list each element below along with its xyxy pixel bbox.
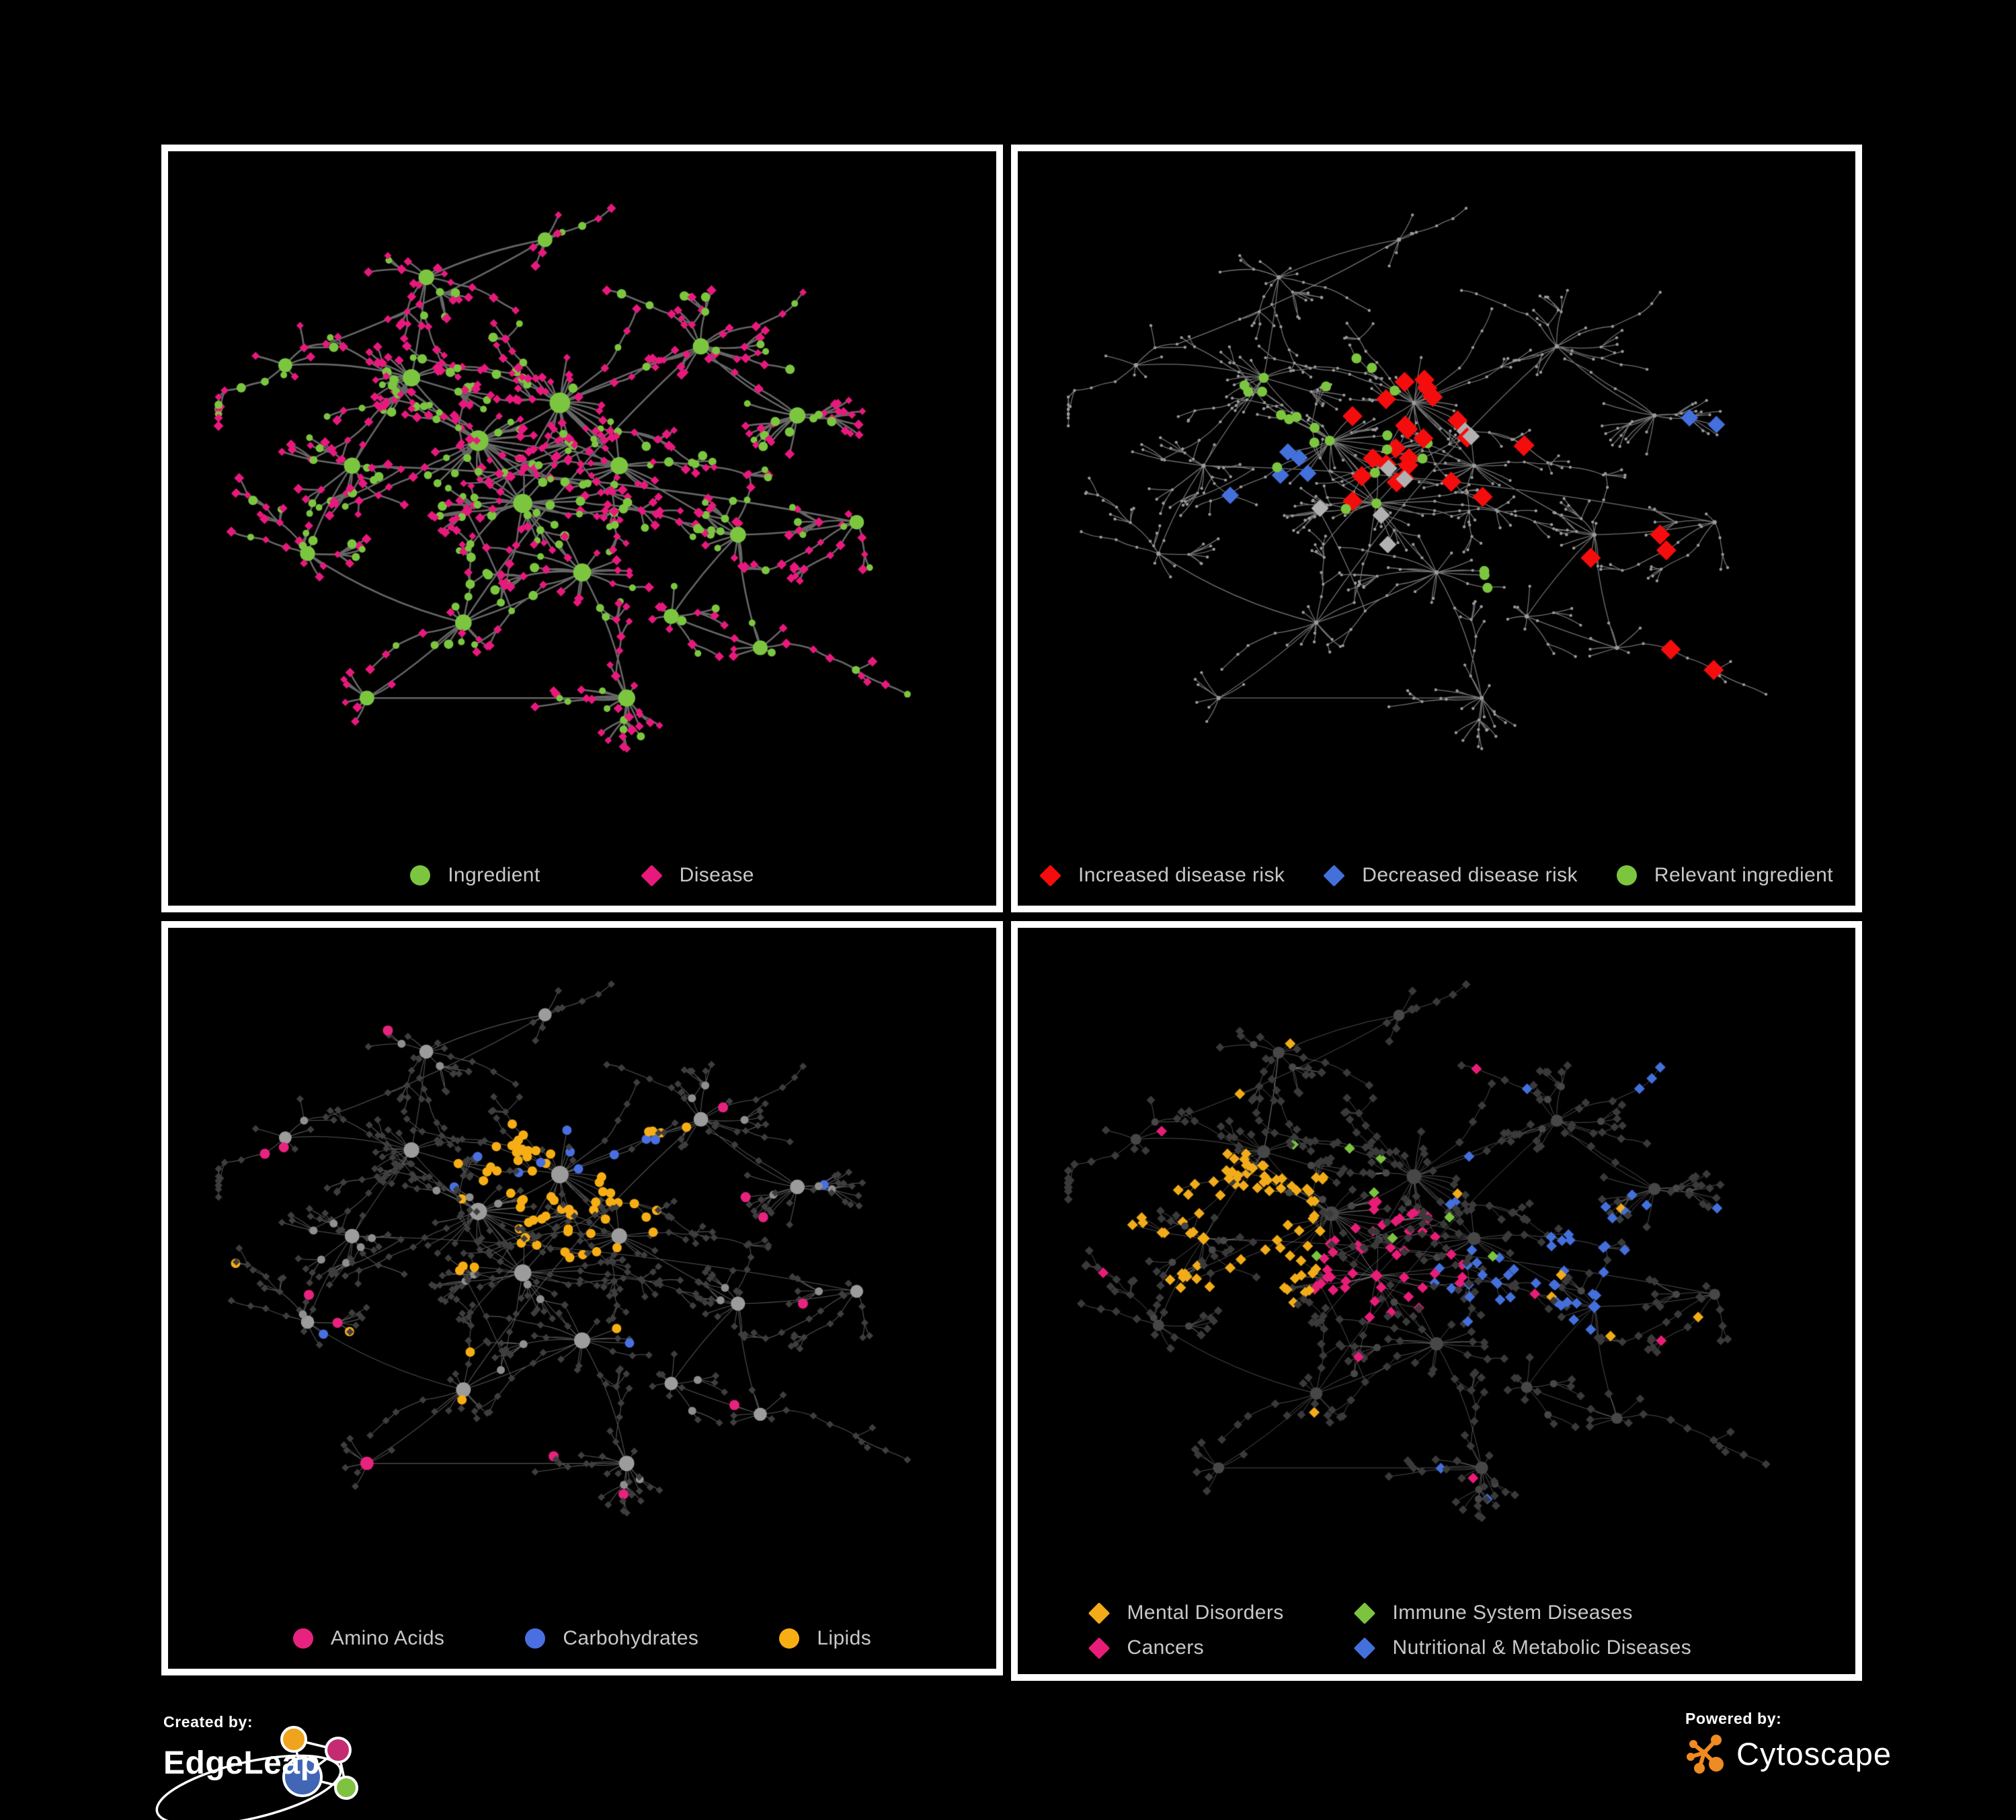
legend-item: Amino Acids [292,1627,445,1650]
legend-label: Amino Acids [330,1627,445,1649]
edgeleap-credit: Created by: EdgeLeap [155,1713,358,1820]
panel-nutrient-classes: Amino Acids Carbohydrates Lipids [161,921,1003,1675]
legend-label: Decreased disease risk [1362,864,1578,886]
cytoscape-wordmark: Cytoscape [1736,1735,1892,1772]
circle-marker-icon [410,865,431,885]
legend-label: Disease [679,864,754,886]
legend-label: Cancers [1127,1636,1205,1659]
legend-item: Increased disease risk [1039,864,1285,887]
legend-item: Lipids [779,1627,871,1650]
network-canvas-nutrient-classes [168,928,996,1669]
cytoscape-credit: Powered by: Cytosc [1685,1710,1892,1775]
edgeleap-wordmark: EdgeLeap [163,1745,321,1781]
powered-by-label: Powered by: [1685,1710,1782,1727]
circle-marker-icon [1616,865,1637,885]
legend-label: Immune System Diseases [1392,1601,1633,1624]
panel-disease-classes: Mental Disorders Immune System Diseases Ca… [1011,921,1862,1681]
circle-marker-icon [779,1628,800,1649]
circle-marker-icon [525,1628,546,1649]
legend-label: Carbohydrates [563,1627,699,1649]
diamond-marker-icon [1353,1636,1376,1659]
legend-label: Ingredient [448,864,540,886]
diamond-marker-icon [1323,864,1346,887]
legend-item: Carbohydrates [525,1627,698,1650]
diamond-marker-icon [1088,1601,1111,1624]
edgeleap-logo: EdgeLeap [155,1726,358,1820]
created-by-label: Created by: [163,1713,253,1731]
legend-label: Nutritional & Metabolic Diseases [1392,1636,1692,1659]
diamond-marker-icon [640,864,663,887]
network-canvas-disease-risk [1018,151,1855,906]
diamond-marker-icon [1353,1601,1376,1624]
edgeleap-network-icon [155,1726,358,1820]
legend-item: Immune System Diseases [1353,1601,1785,1624]
panel-ingredient-disease: Ingredient Disease [161,145,1003,912]
legend-item: Decreased disease risk [1323,864,1578,887]
legend-disease-risk: Increased disease risk Decreased disease … [1018,864,1855,887]
legend-ingredient-disease: Ingredient Disease [168,864,996,887]
legend-item: Disease [640,864,754,887]
circle-marker-icon [292,1628,313,1649]
legend-label: Increased disease risk [1078,864,1285,886]
diamond-marker-icon [1039,864,1061,887]
legend-item: Nutritional & Metabolic Diseases [1353,1636,1785,1659]
legend-label: Relevant ingredient [1654,864,1833,886]
legend-disease-classes: Mental Disorders Immune System Diseases Ca… [1088,1601,1785,1659]
cytoscape-network-icon [1687,1735,1724,1774]
legend-item: Ingredient [410,864,540,887]
legend-label: Lipids [817,1627,872,1649]
legend-item: Relevant ingredient [1616,864,1833,887]
legend-item: Cancers [1088,1636,1355,1659]
panel-disease-risk: Increased disease risk Decreased disease … [1011,145,1862,912]
diamond-marker-icon [1088,1636,1111,1659]
network-canvas-ingredient-disease [168,151,996,906]
legend-item: Mental Disorders [1088,1601,1355,1624]
network-canvas-disease-classes [1018,928,1855,1674]
legend-label: Mental Disorders [1127,1601,1284,1624]
legend-nutrient-classes: Amino Acids Carbohydrates Lipids [168,1627,996,1650]
